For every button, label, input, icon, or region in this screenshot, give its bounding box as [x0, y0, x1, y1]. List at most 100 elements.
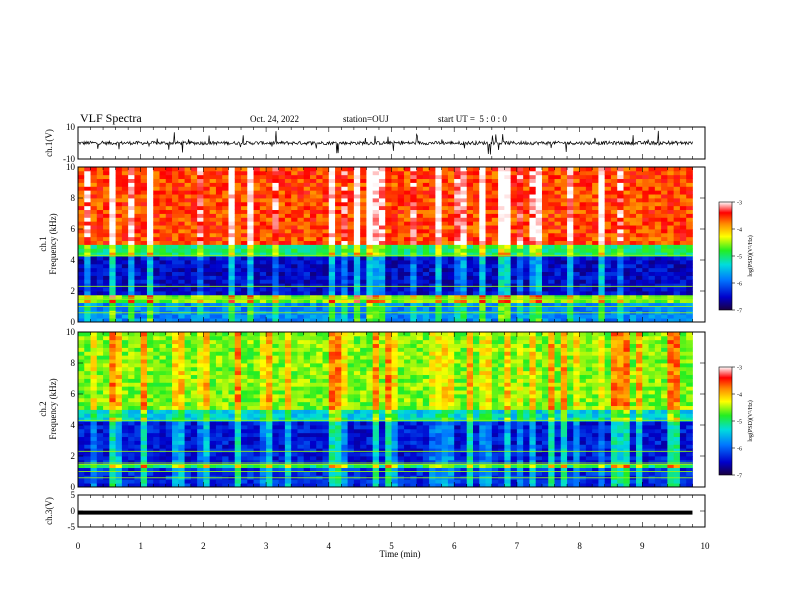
- spectrogram-cell: [541, 244, 549, 249]
- spectrogram-cell: [128, 213, 135, 218]
- spectrogram-cell: [159, 347, 167, 352]
- spectrogram-cell: [146, 232, 154, 238]
- spectrogram-cell: [629, 198, 637, 203]
- spectrogram-cell: [153, 213, 160, 218]
- spectrogram-cell: [128, 232, 135, 238]
- spectrogram-cell: [203, 417, 211, 422]
- spectrogram-cell: [679, 252, 687, 257]
- spectrogram-cell: [416, 248, 424, 253]
- spectrogram-cell: [153, 302, 160, 307]
- spectrogram-cell: [165, 390, 173, 395]
- spectrogram-cell: [617, 190, 624, 195]
- spectrogram-cell: [316, 190, 323, 195]
- spectrogram-cell: [222, 279, 229, 284]
- spectrogram-cell: [84, 405, 91, 410]
- spectrogram-cell: [309, 201, 317, 207]
- spectrogram-cell: [441, 194, 449, 199]
- spectrogram-cell: [316, 306, 323, 311]
- spectrogram-cell: [78, 428, 85, 434]
- spectrogram-cell: [128, 205, 135, 211]
- spectrogram-cell: [115, 409, 123, 414]
- spectrogram-cell: [397, 256, 405, 261]
- spectrogram-cell: [247, 236, 254, 242]
- spectrogram-cell: [548, 318, 555, 323]
- spectrogram-cell: [328, 252, 336, 257]
- spectrogram-cell: [90, 440, 98, 445]
- spectrogram-cell: [504, 279, 512, 284]
- spectrogram-cell: [642, 283, 649, 288]
- spectrogram-cell: [146, 394, 154, 399]
- spectrogram-cell: [78, 205, 85, 211]
- spectrogram-cell: [529, 244, 537, 249]
- spectrogram-cell: [541, 194, 549, 199]
- spectrogram-cell: [579, 314, 587, 319]
- spectrogram-cell: [115, 217, 123, 222]
- spectrogram-cell: [165, 467, 173, 472]
- spectrogram-cell: [297, 279, 305, 284]
- spectrogram-cell: [153, 355, 160, 360]
- spectrogram-cell: [96, 275, 104, 280]
- spectrogram-cell: [372, 209, 380, 214]
- spectrogram-cell: [266, 248, 273, 253]
- spectrogram-cell: [178, 440, 185, 445]
- spectrogram-cell: [560, 302, 568, 307]
- spectrogram-cell: [203, 390, 211, 395]
- spectrogram-cell: [435, 194, 443, 199]
- spectrogram-cell: [353, 232, 361, 238]
- spectrogram-cell: [441, 294, 449, 300]
- spectrogram-cell: [460, 298, 468, 304]
- spectrogram-cell: [404, 186, 411, 191]
- spectrogram-cell: [278, 213, 286, 218]
- spectrogram-cell: [153, 409, 160, 414]
- spectrogram-cell: [115, 479, 123, 484]
- spectrogram-cell: [303, 232, 311, 238]
- spectrogram-cell: [297, 267, 305, 273]
- spectrogram-cell: [309, 236, 317, 242]
- spectrogram-cell: [391, 190, 399, 195]
- spectrogram-cell: [541, 291, 549, 296]
- spectrogram-cell: [335, 225, 342, 230]
- spectrogram-cell: [573, 209, 580, 214]
- spectrogram-cell: [128, 421, 135, 426]
- spectrogram-cell: [228, 225, 236, 230]
- spectrogram-cell: [429, 229, 436, 234]
- spectrogram-cell: [316, 205, 323, 211]
- spectrogram-cell: [385, 291, 392, 296]
- spectrogram-cell: [241, 267, 248, 273]
- spectrogram-cell: [435, 267, 443, 273]
- spectrogram-cell: [184, 432, 192, 438]
- spectrogram-cell: [128, 471, 135, 476]
- spectrogram-cell: [140, 314, 148, 319]
- spectrogram-cell: [548, 260, 555, 265]
- spectrogram-cell: [648, 194, 656, 199]
- spectrogram-cell: [673, 267, 681, 273]
- spectrogram-cell: [335, 232, 342, 238]
- spectrogram-cell: [422, 225, 430, 230]
- spectrogram-cell: [197, 394, 204, 399]
- spectrogram-cell: [567, 190, 574, 195]
- ch1-waveform-panel: 10-10 ch.1(V): [44, 122, 706, 164]
- spectrogram-cell: [134, 225, 142, 230]
- spectrogram-cell: [416, 170, 424, 176]
- spectrogram-cell: [140, 252, 148, 257]
- spectrogram-cell: [378, 291, 386, 296]
- spectrogram-cell: [604, 236, 612, 242]
- spectrogram-cell: [103, 314, 110, 319]
- spectrogram-cell: [441, 306, 449, 311]
- spectrogram-cell: [78, 359, 85, 364]
- spectrogram-cell: [661, 201, 668, 207]
- spectrogram-cell: [667, 314, 675, 319]
- spectrogram-cell: [447, 198, 455, 203]
- spectrogram-cell: [661, 260, 668, 265]
- spectrogram-cell: [90, 167, 98, 172]
- spectrogram-cell: [498, 302, 505, 307]
- spectrogram-cell: [190, 378, 198, 383]
- spectrogram-cell: [253, 294, 261, 300]
- spectrogram-cell: [172, 347, 179, 352]
- spectrogram-cell: [178, 213, 185, 218]
- spectrogram-cell: [215, 167, 223, 172]
- spectrogram-cell: [103, 390, 110, 395]
- spectrogram-cell: [96, 479, 104, 484]
- spectrogram-cell: [103, 236, 110, 242]
- spectrogram-cell: [153, 271, 160, 276]
